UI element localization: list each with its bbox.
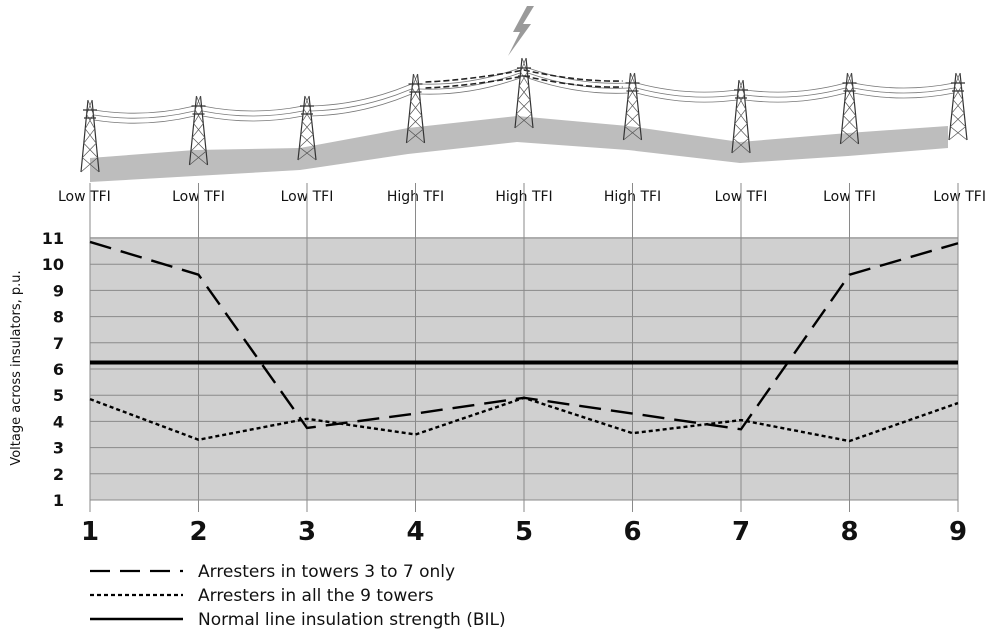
transmission-tower-icon — [80, 99, 100, 173]
y-tick-label: 11 — [42, 229, 64, 248]
transmission-tower-icon — [188, 95, 209, 166]
legend-label: Arresters in all the 9 towers — [198, 586, 434, 606]
legend-label: Arresters in towers 3 to 7 only — [198, 562, 455, 582]
y-tick-label: 4 — [53, 412, 64, 431]
conductor-wires — [93, 67, 955, 124]
tower-lattice — [406, 73, 425, 144]
x-tick-label: 4 — [406, 517, 424, 547]
tower-lattice — [948, 72, 968, 141]
tower-legs — [514, 57, 534, 129]
lightning-bolt-icon — [508, 6, 534, 56]
legend-label: Normal line insulation strength (BIL) — [198, 610, 506, 630]
tower-legs — [948, 72, 968, 141]
tower-legs — [622, 72, 643, 141]
conductor-wire — [93, 72, 955, 119]
surge-wire — [425, 69, 623, 83]
tower-crossarms — [842, 82, 857, 92]
grid — [89, 183, 959, 512]
series-lines — [89, 240, 959, 443]
transmission-tower-icon — [622, 72, 643, 141]
x-tick-labels: 1 2 3 4 5 6 7 8 9 — [81, 517, 967, 547]
y-axis-label: Voltage across insulators, p.u. — [9, 270, 24, 465]
terrain-band — [90, 116, 948, 182]
tower-lattice — [80, 99, 100, 173]
tower-crossarms — [191, 105, 206, 115]
x-tick-label: 7 — [732, 517, 750, 547]
tower-legs — [839, 72, 860, 145]
tower-legs — [405, 73, 426, 144]
transmission-tower-icon — [839, 72, 860, 145]
y-tick-label: 3 — [53, 439, 64, 458]
conductor-wire — [93, 67, 955, 114]
tower-crossarms — [734, 89, 748, 99]
transmission-tower-icon — [514, 57, 534, 129]
y-tick-label: 10 — [42, 255, 64, 274]
legend: Arresters in towers 3 to 7 only Arresters… — [90, 562, 506, 630]
tower-lattice — [731, 79, 751, 154]
tower-lattice — [514, 57, 534, 129]
transmission-tower-icon — [731, 79, 751, 154]
tower-legs — [731, 79, 751, 154]
tower-tfi-label: Low TFI — [58, 189, 111, 205]
y-tick-label: 7 — [53, 334, 64, 353]
towers — [80, 57, 968, 173]
tower-lattice — [623, 72, 642, 141]
tower-crossarms — [300, 105, 314, 115]
x-tick-label: 9 — [949, 517, 967, 547]
tower-legs — [80, 99, 100, 173]
x-tick-label: 5 — [515, 517, 533, 547]
y-tick-labels: 1 2 3 4 5 6 7 8 9 10 11 — [42, 229, 64, 510]
y-tick-label: 1 — [53, 491, 64, 510]
y-tick-label: 6 — [53, 360, 64, 379]
tower-lattice — [297, 95, 317, 161]
tower-crossarms — [83, 109, 97, 119]
tower-crossarms — [517, 67, 531, 77]
conductor-wire — [93, 77, 955, 124]
y-tick-label: 8 — [53, 308, 64, 327]
tower-legs — [297, 95, 317, 161]
tower-tfi-label: Low TFI — [933, 189, 986, 205]
series-line — [89, 396, 959, 443]
transmission-tower-icon — [405, 73, 426, 144]
tower-crossarms — [408, 83, 423, 93]
y-tick-label: 2 — [53, 465, 64, 484]
x-tick-label: 1 — [81, 517, 99, 547]
tower-tfi-labels: Low TFI Low TFI Low TFI High TFI High TFI Hig… — [58, 189, 986, 205]
tower-lattice — [189, 95, 208, 166]
tower-crossarms — [625, 82, 640, 92]
y-tick-label: 5 — [53, 386, 64, 405]
x-tick-label: 3 — [298, 517, 316, 547]
x-tick-label: 6 — [623, 517, 641, 547]
tower-crossarms — [951, 82, 965, 92]
x-tick-label: 8 — [840, 517, 858, 547]
x-tick-label: 2 — [189, 517, 207, 547]
transmission-tower-icon — [297, 95, 317, 161]
tower-legs — [188, 95, 209, 166]
transmission-tower-icon — [948, 72, 968, 141]
transmission-line-illustration — [80, 6, 968, 182]
tower-lattice — [840, 72, 859, 145]
y-tick-label: 9 — [53, 281, 64, 300]
